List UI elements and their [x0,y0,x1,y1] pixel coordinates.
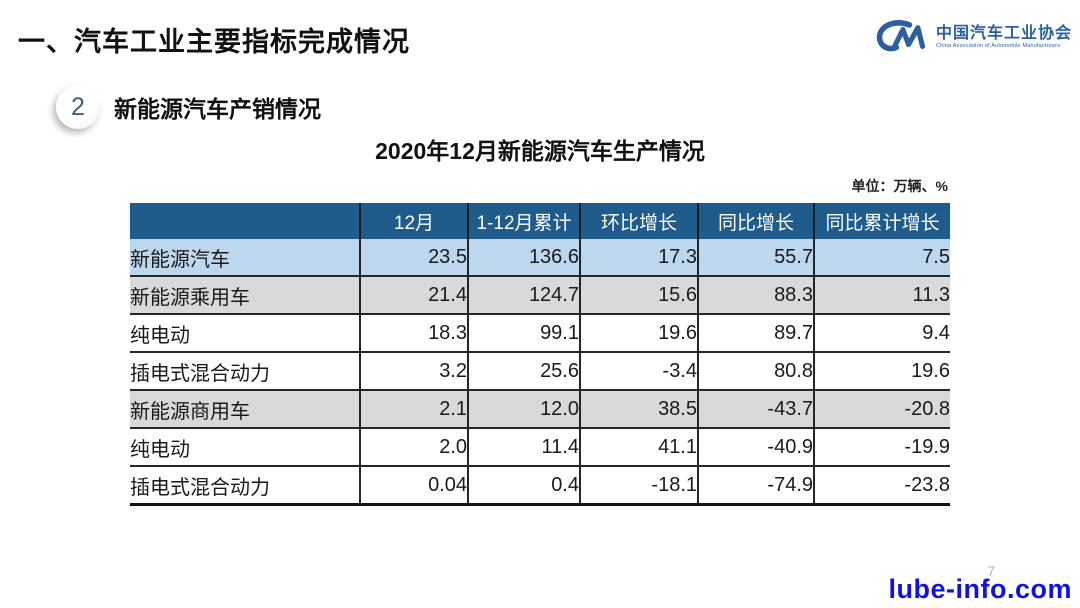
section-number: 2 [71,92,85,121]
data-cell: 55.7 [698,239,815,276]
table-row: 纯电动 2.0 11.4 41.1 -40.9 -19.9 [130,427,950,466]
caam-logo-subtitle: China Association of Automobile Manufact… [935,43,1061,50]
column-header [130,203,361,239]
production-table: 12月 1-12月累计 环比增长 同比增长 同比累计增长 新能源汽车 23.5 13… [130,203,950,506]
table-row: 新能源乘用车 21.4 124.7 15.6 88.3 11.3 [130,275,950,314]
section-title: 新能源汽车产销情况 [114,96,321,122]
caam-logo-icon [876,20,926,52]
table-row: 插电式混合动力 3.2 25.6 -3.4 80.8 19.6 [130,351,950,390]
table-title: 2020年12月新能源汽车生产情况 [375,138,705,164]
data-cell: -19.9 [814,427,950,466]
data-cell: 11.4 [468,427,581,466]
table-row: 新能源商用车 2.1 12.0 38.5 -43.7 -20.8 [130,389,950,428]
column-header: 同比增长 [698,203,815,239]
data-cell: 99.1 [468,313,581,352]
data-cell: 124.7 [468,275,581,314]
data-cell: -23.8 [814,465,950,506]
table-row: 新能源汽车 23.5 136.6 17.3 55.7 7.5 [130,239,950,276]
page-title: 一、汽车工业主要指标完成情况 [18,27,410,57]
table-header-row: 12月 1-12月累计 环比增长 同比增长 同比累计增长 [130,203,950,239]
data-cell: 15.6 [580,275,699,314]
data-cell: 136.6 [468,239,581,276]
column-header: 12月 [360,203,469,239]
section-number-badge: 2 [56,85,100,129]
data-cell: 9.4 [814,313,950,352]
data-cell: 80.8 [698,351,815,390]
caam-logo-text: 中国汽车工业协会 China Association of Automobile… [936,18,1072,49]
table-body: 新能源汽车 23.5 136.6 17.3 55.7 7.5 新能源乘用车 21.4 124.7… [130,239,950,506]
data-cell: -20.8 [814,389,950,428]
table-row: 插电式混合动力 0.04 0.4 -18.1 -74.9 -23.8 [130,465,950,506]
watermark-site: lube-info.com [888,574,1072,604]
data-cell: -18.1 [580,465,699,506]
data-cell: 3.2 [360,351,469,390]
data-cell: -43.7 [698,389,815,428]
data-cell: 25.6 [468,351,581,390]
data-cell: 21.4 [360,275,469,314]
row-label: 纯电动 [130,427,361,466]
row-label: 纯电动 [130,313,361,352]
row-label: 新能源商用车 [130,389,361,428]
data-cell: 41.1 [580,427,699,466]
caam-logo-name: 中国汽车工业协会 [935,25,1072,42]
data-cell: 7.5 [814,239,950,276]
data-cell: 11.3 [814,275,950,314]
data-cell: 2.1 [360,389,469,428]
data-cell: 17.3 [580,239,699,276]
data-cell: 19.6 [580,313,699,352]
row-label: 新能源乘用车 [130,275,361,314]
data-cell: 0.4 [468,465,581,506]
data-cell: 19.6 [814,351,950,390]
data-cell: -40.9 [698,427,815,466]
column-header: 1-12月累计 [468,203,581,239]
data-cell: -74.9 [698,465,815,506]
table-row: 纯电动 18.3 99.1 19.6 89.7 9.4 [130,313,950,352]
unit-note: 单位：万辆、% [851,178,948,194]
column-header: 环比增长 [580,203,699,239]
section-header: 2 新能源汽车产销情况 [56,84,321,130]
data-cell: 0.04 [360,465,469,506]
column-header: 同比累计增长 [814,203,950,239]
data-cell: 88.3 [698,275,815,314]
data-cell: 38.5 [580,389,699,428]
row-label: 插电式混合动力 [130,351,361,390]
caam-logo: 中国汽车工业协会 China Association of Automobile… [874,18,1072,58]
data-cell: 23.5 [360,239,469,276]
page-number: 7 [987,563,995,579]
data-cell: 12.0 [468,389,581,428]
data-cell: 2.0 [360,427,469,466]
data-cell: 89.7 [698,313,815,352]
data-cell: -3.4 [580,351,699,390]
row-label: 新能源汽车 [130,239,361,276]
row-label: 插电式混合动力 [130,465,361,506]
data-cell: 18.3 [360,313,469,352]
